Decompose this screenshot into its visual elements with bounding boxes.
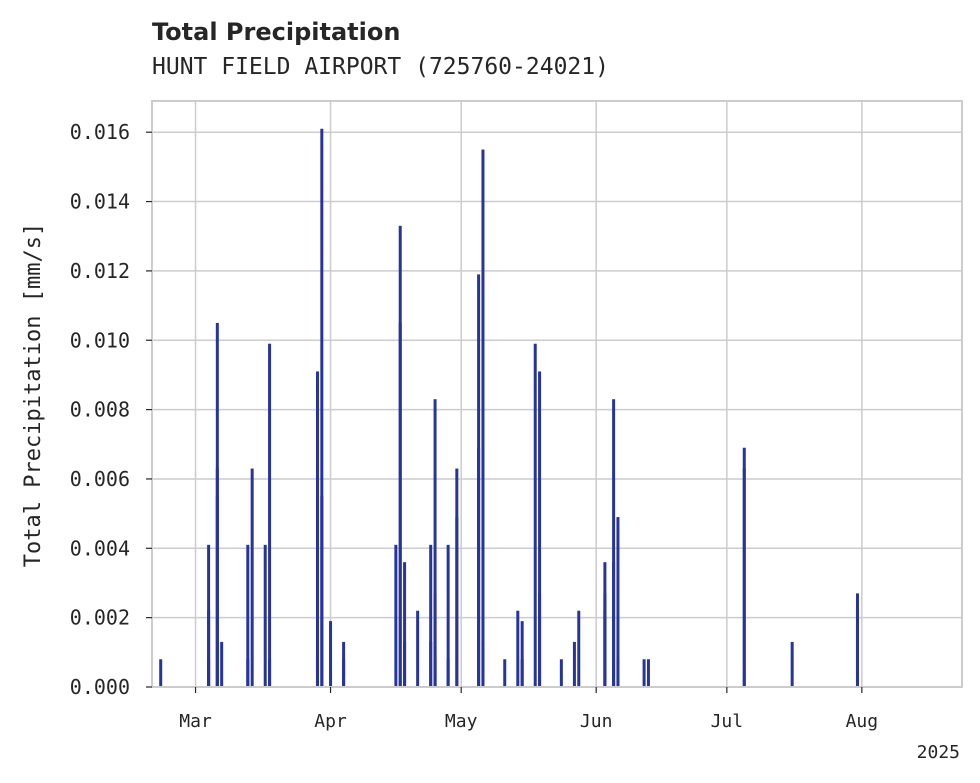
precipitation-bar <box>268 343 272 687</box>
precipitation-bar <box>342 641 346 687</box>
x-tick-label: May <box>445 711 478 732</box>
precipitation-bar <box>616 517 620 687</box>
precipitation-bar <box>403 641 407 687</box>
y-tick-label: 0.000 <box>70 675 130 699</box>
precipitation-bar <box>481 641 485 687</box>
y-tick-label: 0.008 <box>70 398 130 422</box>
chart-subtitle: HUNT FIELD AIRPORT (725760-24021) <box>152 54 609 80</box>
y-tick-label: 0.012 <box>70 259 130 283</box>
precipitation-bar <box>603 562 607 687</box>
precipitation-bar <box>398 322 402 687</box>
precipitation-bar <box>577 610 581 687</box>
y-tick-label: 0.016 <box>70 120 130 144</box>
axis-ticks: 0.000 0.002 0.004 0.006 0.008 0.010 0.012 0.014… <box>70 120 878 732</box>
precipitation-bar <box>455 468 459 687</box>
bar-series <box>159 128 859 688</box>
precipitation-bar <box>446 544 450 687</box>
precipitation-bar <box>394 544 398 687</box>
x-axis-offset-label: 2025 <box>917 742 960 763</box>
precipitation-bar <box>477 274 481 687</box>
y-axis-label: Total Precipitation [mm/s] <box>21 223 46 567</box>
y-tick-label: 0.010 <box>70 328 130 352</box>
precipitation-bar <box>403 562 407 687</box>
precipitation-bar <box>433 659 437 687</box>
precipitation-bar <box>207 544 211 687</box>
precipitation-bar <box>433 593 437 687</box>
x-tick-label: Aug <box>846 711 879 732</box>
precipitation-bar <box>263 544 267 687</box>
precipitation-bar <box>315 371 319 687</box>
x-tick-label: Jun <box>580 711 613 732</box>
precipitation-bar <box>790 641 794 687</box>
precipitation-bar <box>446 659 450 687</box>
x-tick-label: Apr <box>314 711 347 732</box>
plot-frame <box>151 100 963 688</box>
y-tick-label: 0.004 <box>70 536 130 560</box>
precipitation-bar <box>429 544 433 687</box>
precipitation-bar <box>646 659 650 687</box>
precipitation-bar <box>481 149 485 687</box>
precipitation-bar <box>855 593 859 687</box>
precipitation-bar <box>616 659 620 687</box>
precipitation-bar <box>742 447 746 687</box>
precipitation-bar <box>329 621 333 687</box>
precipitation-bar <box>503 659 507 687</box>
precipitation-bar <box>250 468 254 687</box>
precipitation-bar <box>320 128 324 688</box>
precipitation-bar <box>159 659 163 687</box>
precipitation-bar <box>215 322 219 687</box>
precipitation-bar <box>520 621 524 687</box>
chart-title: Total Precipitation <box>152 18 400 46</box>
precipitation-bar <box>538 593 542 687</box>
precipitation-bar <box>642 659 646 687</box>
grid-lines <box>152 101 962 688</box>
y-tick-label: 0.014 <box>70 190 130 214</box>
y-tick-label: 0.002 <box>70 606 130 630</box>
precipitation-bar <box>416 610 420 687</box>
precipitation-bar <box>538 371 542 687</box>
precipitation-bar <box>572 641 576 687</box>
precipitation-bar <box>320 496 324 687</box>
precipitation-bar <box>433 399 437 687</box>
x-tick-label: Mar <box>179 711 212 732</box>
precipitation-bar <box>220 641 224 687</box>
x-tick-label: Jul <box>711 711 744 732</box>
precipitation-bar <box>516 610 520 687</box>
precipitation-bar <box>612 399 616 687</box>
precipitation-bar <box>533 343 537 687</box>
precipitation-bar <box>268 659 272 687</box>
precipitation-bar <box>559 659 563 687</box>
precipitation-bar <box>246 544 250 687</box>
y-tick-label: 0.006 <box>70 467 130 491</box>
